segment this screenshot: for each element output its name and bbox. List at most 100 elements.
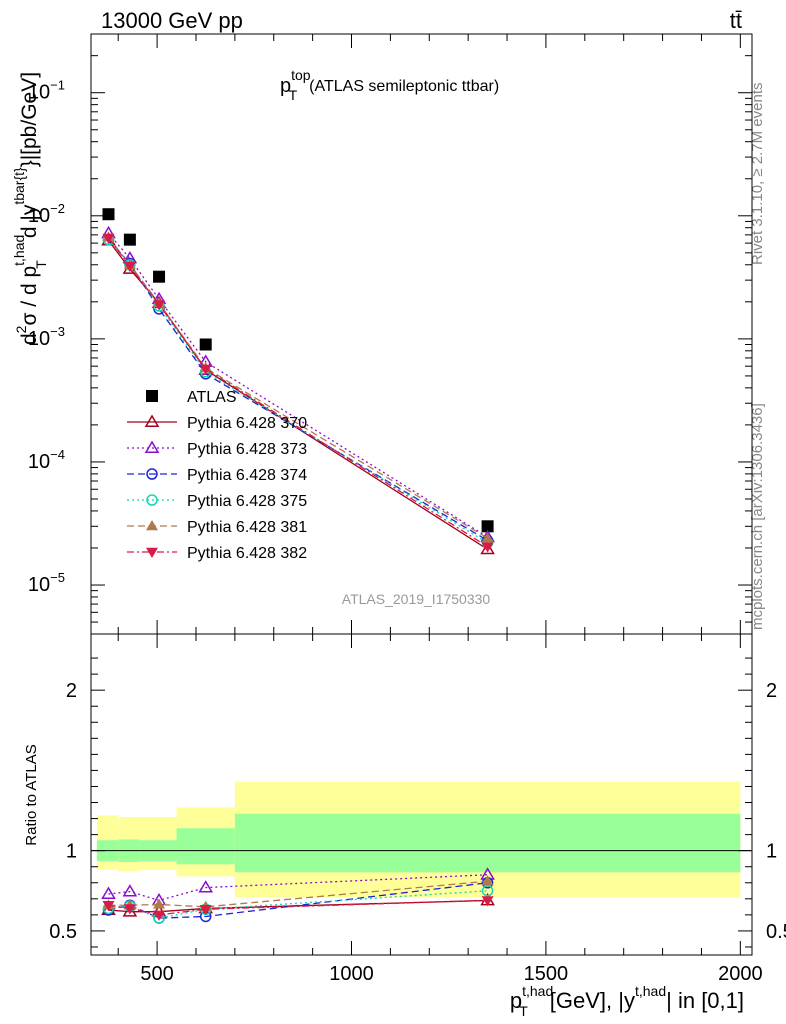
main-title-sup: top [291,67,311,83]
xlabel-p: p [510,988,522,1013]
data-point [481,520,494,533]
legend-item: ATLAS [146,389,237,406]
y-tick-label-main: 10−4 [28,447,65,473]
ratio-point [481,875,494,886]
y-tick-label-base: 10 [28,451,50,473]
legend-item: Pythia 6.428 375 [127,493,307,510]
legend: ATLAS Pythia 6.428 370 Pythia 6.428 373 Pyt… [127,389,307,562]
ratio-point [123,904,136,915]
mcplots-label: mcplots.cern.ch [arXiv:1306.3436] [749,403,766,630]
y-tick-label-ratio-right: 1 [766,841,777,863]
ratio-series-group [101,867,495,924]
ratio-point [101,886,116,899]
xlabel-tail: | in [0,1] [666,988,744,1013]
rivet-label: Rivet 3.1.10, ≥ 2.7M events [749,83,766,266]
ratio-point [153,910,166,921]
x-tick-label: 500 [140,963,173,985]
series-pythia-6-428-382 [102,233,494,553]
main-panel: 10−110−210−310−410−5 ptop T (ATLAS semilep… [11,33,753,635]
ylabel-sup2: 2 [13,325,29,333]
ylabel-unit: }|[pb/GeV] [18,72,41,167]
ylabel-T: T [33,260,49,269]
main-frame [90,33,753,635]
ratio-ylabel: Ratio to ATLAS [23,744,40,845]
y-tick-label-main: 10−2 [28,201,65,227]
process-label: tt̄ [730,8,742,33]
y-tick-label-exp: −5 [50,570,65,585]
x-tick-label: 1000 [329,963,374,985]
ratio-frame [90,633,753,956]
y-tick-label-main: 10−1 [28,78,65,104]
ratio-point [102,901,115,912]
data-point [153,300,166,311]
legend-item: Pythia 6.428 382 [127,545,307,562]
uncertainty-band-green [176,828,235,865]
series-atlas [102,208,494,533]
ratio-bands [96,781,741,898]
legend-marker [144,440,160,453]
y-tick-label-ratio-right: 0.5 [766,921,786,943]
y-tick-label-exp: −3 [50,324,65,339]
data-point [153,270,166,283]
data-point [199,338,212,351]
y-tick-label-exp: −2 [50,201,65,216]
ylabel-tbar: tbar{t} [11,167,27,205]
energy-label: 13000 GeV pp [101,8,243,33]
data-point [102,233,115,245]
ratio-point [199,905,212,916]
legend-marker [146,494,158,506]
x-tick-label: 2000 [718,963,763,985]
legend-label: Pythia 6.428 381 [187,519,307,536]
y-tick-label-base: 10 [28,328,50,350]
y-tick-label-main: 10−3 [28,324,65,350]
main-title: ptop T (ATLAS semileptonic ttbar) [280,67,499,103]
legend-item: Pythia 6.428 374 [127,467,307,484]
legend-marker [144,414,160,427]
data-point [102,208,115,221]
legend-marker [146,390,158,402]
y-tick-label-exp: −1 [50,78,65,93]
data-point [123,261,136,273]
ratio-point [122,884,138,897]
y-tick-label-base: 10 [28,205,50,227]
ratio-axes: 0.5 0.5 1 1 2 2 500 1000 1500 2000 [49,633,786,985]
ratio-point [153,898,166,909]
xlabel-sup: t,had [522,983,553,999]
ylabel-dy: d |y [18,204,41,238]
y-tick-label-ratio: 0.5 [49,921,77,943]
main-title-sub: T [289,87,298,103]
series-line [108,239,488,542]
uncertainty-band-green [234,813,741,873]
series-line [108,232,488,538]
legend-marker [146,547,158,558]
ratio-point [198,880,214,893]
legend-label: Pythia 6.428 373 [187,441,307,458]
series-line [107,237,488,548]
main-title-p: p [280,75,291,97]
ratio-point [481,885,494,897]
legend-marker [146,520,158,531]
legend-item: Pythia 6.428 370 [127,414,307,432]
ratio-point [481,896,494,907]
main-axes: 10−110−210−310−410−5 [28,33,753,635]
y-tick-label-ratio: 1 [66,841,77,863]
main-series-group [101,208,495,555]
ylabel-d2: d [18,333,41,345]
y-tick-label-base: 10 [28,82,50,104]
x-tick-label: 1500 [524,963,569,985]
y-tick-label-exp: −4 [50,447,65,462]
main-ylabel: d2σ / d pt,had Td |ytbar{t}}|[pb/GeV] [11,72,49,345]
data-point [199,364,212,375]
y-tick-label-base: 10 [28,574,50,596]
data-point [123,233,136,246]
xlabel-sup2: t,had [635,983,666,999]
legend-label: ATLAS [187,389,237,406]
legend-label: Pythia 6.428 375 [187,493,307,510]
legend-item: Pythia 6.428 373 [127,440,307,458]
main-title-rest: (ATLAS semileptonic ttbar) [309,78,499,95]
analysis-id: ATLAS_2019_I1750330 [342,591,491,607]
legend-label: Pythia 6.428 382 [187,545,307,562]
xlabel-sub: T [519,1003,528,1019]
